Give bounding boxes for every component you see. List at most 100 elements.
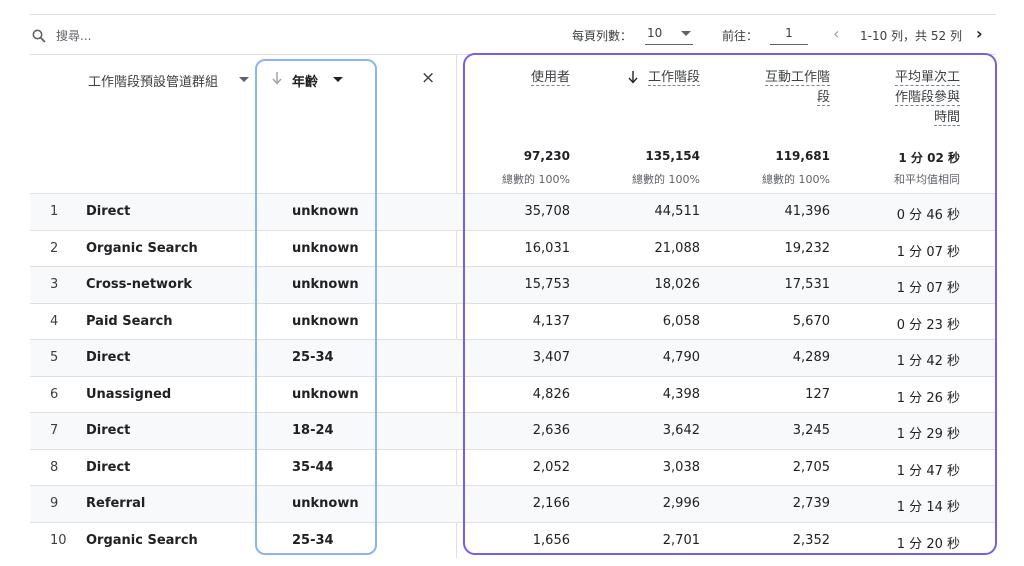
table-row[interactable]: 7 Direct 18-24 2,636 3,642 3,245 1 分 29 秒 [30, 412, 996, 449]
avg-time-cell: 1 分 47 秒 [896, 463, 960, 479]
row-index: 1 [50, 204, 59, 219]
table-row[interactable]: 9 Referral unknown 2,166 2,996 2,739 1 分 14 秒 [30, 485, 996, 522]
avg-engagement-time-column-header[interactable]: 平均單次工 作階段參與 時間 [850, 68, 960, 128]
goto-page-input[interactable]: 1 [770, 24, 808, 45]
search-icon[interactable] [32, 29, 46, 43]
channel-cell: Referral [86, 496, 146, 511]
goto-page-value: 1 [785, 26, 793, 40]
next-page-icon[interactable]: › [976, 24, 983, 43]
goto-label: 前往： [722, 29, 759, 43]
sessions-total: 135,154 [645, 149, 700, 163]
age-cell: 35-44 [292, 459, 334, 475]
row-index: 4 [50, 313, 59, 329]
top-divider [30, 14, 996, 15]
users-cell: 2,636 [532, 423, 570, 438]
table-row[interactable]: 2 Organic Search unknown 16,031 21,088 19,232… [30, 229, 996, 267]
channel-cell: Direct [86, 350, 131, 365]
row-index: 2 [50, 240, 59, 256]
engaged-sessions-cell: 17,531 [784, 277, 831, 292]
sessions-column-header[interactable]: 工作階段 [600, 68, 700, 88]
table-row[interactable]: 4 Paid Search unknown 4,137 6,058 5,670 0 分 23… [30, 302, 996, 340]
engaged-sessions-cell: 41,396 [784, 204, 831, 219]
engaged-total-sub: 總數的 100% [762, 173, 830, 186]
row-index: 3 [50, 277, 59, 292]
engaged-sessions-cell: 3,245 [792, 423, 830, 438]
users-cell: 15,753 [524, 277, 571, 292]
channel-cell: Organic Search [86, 532, 198, 548]
age-cell: unknown [292, 204, 359, 219]
avg-time-cell: 1 分 14 秒 [896, 500, 960, 515]
engaged-sessions-cell: 2,705 [792, 459, 830, 475]
age-dropdown-icon[interactable] [333, 77, 343, 82]
row-index: 10 [50, 532, 67, 548]
engaged-header-line1: 互動工作階 [764, 70, 830, 86]
avg-time-header-line3: 時間 [933, 110, 960, 126]
avg-time-header-line2: 作階段參與 [894, 90, 960, 106]
avg-time-cell: 1 分 07 秒 [896, 281, 960, 296]
users-cell: 4,826 [532, 386, 570, 402]
sort-arrow-icon [628, 71, 638, 84]
sessions-cell: 3,038 [662, 459, 700, 475]
users-cell: 35,708 [524, 204, 571, 219]
engaged-sessions-column-header[interactable]: 互動工作階 段 [730, 68, 830, 108]
channel-cell: Paid Search [86, 313, 173, 329]
channel-cell: Direct [86, 204, 131, 219]
users-cell: 2,166 [532, 496, 570, 511]
row-index: 8 [50, 459, 59, 475]
table-row[interactable]: 8 Direct 35-44 2,052 3,038 2,705 1 分 47 秒 [30, 448, 996, 486]
channel-cell: Cross-network [86, 277, 193, 292]
channel-dropdown-icon[interactable] [239, 77, 249, 82]
age-column-header[interactable]: 年齡 [292, 75, 319, 90]
users-total: 97,230 [523, 149, 570, 163]
users-cell: 3,407 [532, 350, 570, 365]
search-input[interactable] [56, 26, 256, 46]
engaged-sessions-cell: 5,670 [792, 313, 830, 329]
table-row[interactable]: 1 Direct unknown 35,708 44,511 41,396 0 分 46 秒 [30, 193, 996, 230]
channel-column-header[interactable]: 工作階段預設管道群組 [88, 75, 219, 90]
table-row[interactable]: 6 Unassigned unknown 4,826 4,398 127 1 分 26 秒 [30, 375, 996, 413]
rows-per-page-select[interactable]: 10 [645, 24, 693, 45]
channel-cell: Organic Search [86, 240, 198, 256]
table-row[interactable]: 5 Direct 25-34 3,407 4,790 4,289 1 分 42 秒 [30, 339, 996, 376]
sessions-cell: 2,701 [662, 532, 700, 548]
users-cell: 4,137 [532, 313, 570, 329]
channel-cell: Unassigned [86, 386, 172, 402]
age-cell: unknown [292, 313, 359, 329]
engaged-total: 119,681 [775, 149, 830, 163]
prev-page-icon[interactable]: ‹ [833, 24, 840, 43]
toolbar-divider [30, 54, 996, 55]
sessions-cell: 21,088 [654, 240, 701, 256]
avg-time-cell: 1 分 26 秒 [896, 390, 960, 406]
age-cell: unknown [292, 240, 359, 256]
row-index: 6 [50, 386, 59, 402]
avg-time-cell: 0 分 46 秒 [896, 208, 960, 223]
sessions-cell: 3,642 [662, 423, 700, 438]
users-column-header[interactable]: 使用者 [470, 68, 570, 88]
engaged-header-line2: 段 [816, 90, 830, 106]
sessions-cell: 2,996 [662, 496, 700, 511]
age-cell: 18-24 [292, 423, 334, 438]
row-index: 9 [50, 496, 59, 511]
avg-time-cell: 1 分 29 秒 [896, 427, 960, 442]
rows-per-page-value: 10 [647, 26, 663, 40]
avg-time-cell: 0 分 23 秒 [896, 317, 960, 333]
avg-time-header-line1: 平均單次工 [894, 70, 960, 86]
close-icon[interactable]: × [421, 68, 436, 88]
sessions-cell: 4,790 [662, 350, 700, 365]
engaged-sessions-cell: 2,739 [792, 496, 830, 511]
sessions-cell: 6,058 [662, 313, 700, 329]
avg-time-total: 1 分 02 秒 [898, 151, 960, 165]
engaged-sessions-cell: 2,352 [792, 532, 830, 548]
avg-time-total-sub: 和平均值相同 [894, 173, 960, 186]
table-row[interactable]: 3 Cross-network unknown 15,753 18,026 17,531 1… [30, 266, 996, 303]
age-cell: 25-34 [292, 350, 334, 365]
chevron-down-icon [681, 31, 691, 36]
users-header-label: 使用者 [530, 70, 570, 86]
age-cell: unknown [292, 277, 359, 292]
users-cell: 1,656 [532, 532, 570, 548]
avg-time-cell: 1 分 42 秒 [896, 354, 960, 369]
row-index: 5 [50, 350, 59, 365]
table-row[interactable]: 10 Organic Search 25-34 1,656 2,701 2,352 1 分 … [30, 521, 996, 559]
age-cell: unknown [292, 496, 359, 511]
age-cell: unknown [292, 386, 359, 402]
